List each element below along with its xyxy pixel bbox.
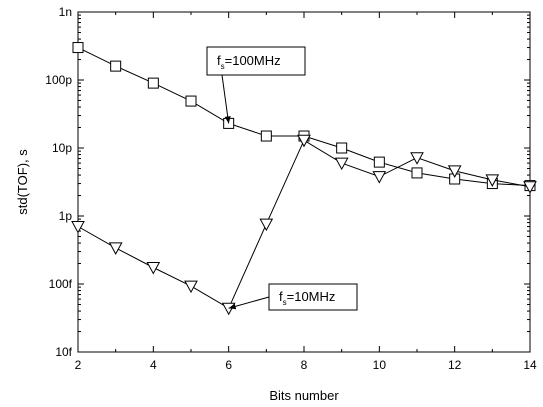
y-tick-label: 100p: [45, 73, 72, 87]
square-marker: [260, 130, 272, 142]
triangle-marker: [447, 165, 462, 178]
x-tick-label: 10: [373, 358, 387, 372]
y-axis-label: std(TOF), s: [15, 149, 30, 215]
triangle-marker: [146, 262, 161, 275]
y-tick-label: 10f: [55, 345, 72, 359]
triangle-marker: [334, 157, 349, 171]
square-marker: [336, 142, 348, 154]
annotation-label: fs=100MHz: [217, 53, 281, 71]
triangle-marker: [372, 171, 387, 184]
x-tick-label: 2: [75, 358, 82, 372]
annotation-label: fs=10MHz: [279, 289, 335, 307]
y-tick-label: 100f: [49, 277, 73, 291]
square-marker: [411, 167, 423, 179]
annotation-arrowhead: [224, 116, 231, 124]
triangle-marker: [523, 181, 537, 194]
x-tick-label: 14: [523, 358, 537, 372]
x-tick-label: 4: [150, 358, 157, 372]
annotation-box: [268, 283, 358, 311]
triangle-marker: [184, 280, 198, 294]
annotation-subscript: s: [221, 62, 225, 71]
square-marker: [72, 42, 84, 54]
triangle-marker: [108, 242, 123, 255]
triangle-marker: [71, 221, 85, 234]
series-line-2: [77, 139, 531, 309]
x-tick-label: 6: [225, 358, 232, 372]
triangle-marker: [485, 174, 500, 187]
triangle-marker: [410, 152, 424, 165]
annotation-value: =100MHz: [225, 53, 281, 68]
square-marker: [373, 156, 385, 168]
annotation-arrowhead: [228, 303, 237, 310]
annotation-base: f: [279, 289, 283, 304]
annotation-arrow-line: [221, 74, 230, 124]
annotation-box: [206, 46, 306, 76]
square-marker: [185, 95, 197, 107]
triangle-marker: [259, 218, 274, 232]
axis-ticks: 2 4 6 8 10 12 14 10f 100f 1p 10p 100p 1n: [45, 5, 537, 372]
annotation-value: =10MHz: [287, 289, 336, 304]
annotation-base: f: [217, 53, 221, 68]
x-tick-label: 12: [448, 358, 462, 372]
series-layer: [71, 42, 537, 316]
triangle-marker: [297, 134, 311, 148]
x-tick-label: 8: [301, 358, 308, 372]
square-marker: [110, 60, 122, 72]
y-tick-label: 10p: [52, 141, 72, 155]
annotation-subscript: s: [283, 298, 287, 307]
y-tick-label: 1n: [59, 5, 72, 19]
y-tick-label: 1p: [59, 209, 73, 223]
square-marker: [147, 77, 159, 89]
x-axis-label: Bits number: [269, 388, 339, 403]
